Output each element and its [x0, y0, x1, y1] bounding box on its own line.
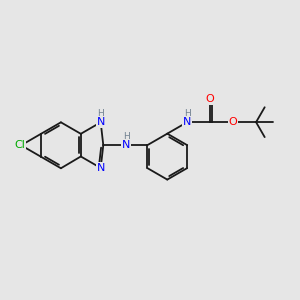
Text: N: N [97, 163, 105, 173]
Text: N: N [183, 117, 191, 127]
Text: Cl: Cl [15, 141, 26, 151]
Text: N: N [97, 117, 105, 127]
Text: N: N [122, 140, 130, 150]
Text: O: O [206, 94, 214, 104]
Text: H: H [123, 132, 130, 141]
Text: Cl: Cl [15, 140, 26, 150]
Text: H: H [97, 109, 104, 118]
Text: O: O [229, 117, 238, 127]
Text: H: H [184, 109, 190, 118]
